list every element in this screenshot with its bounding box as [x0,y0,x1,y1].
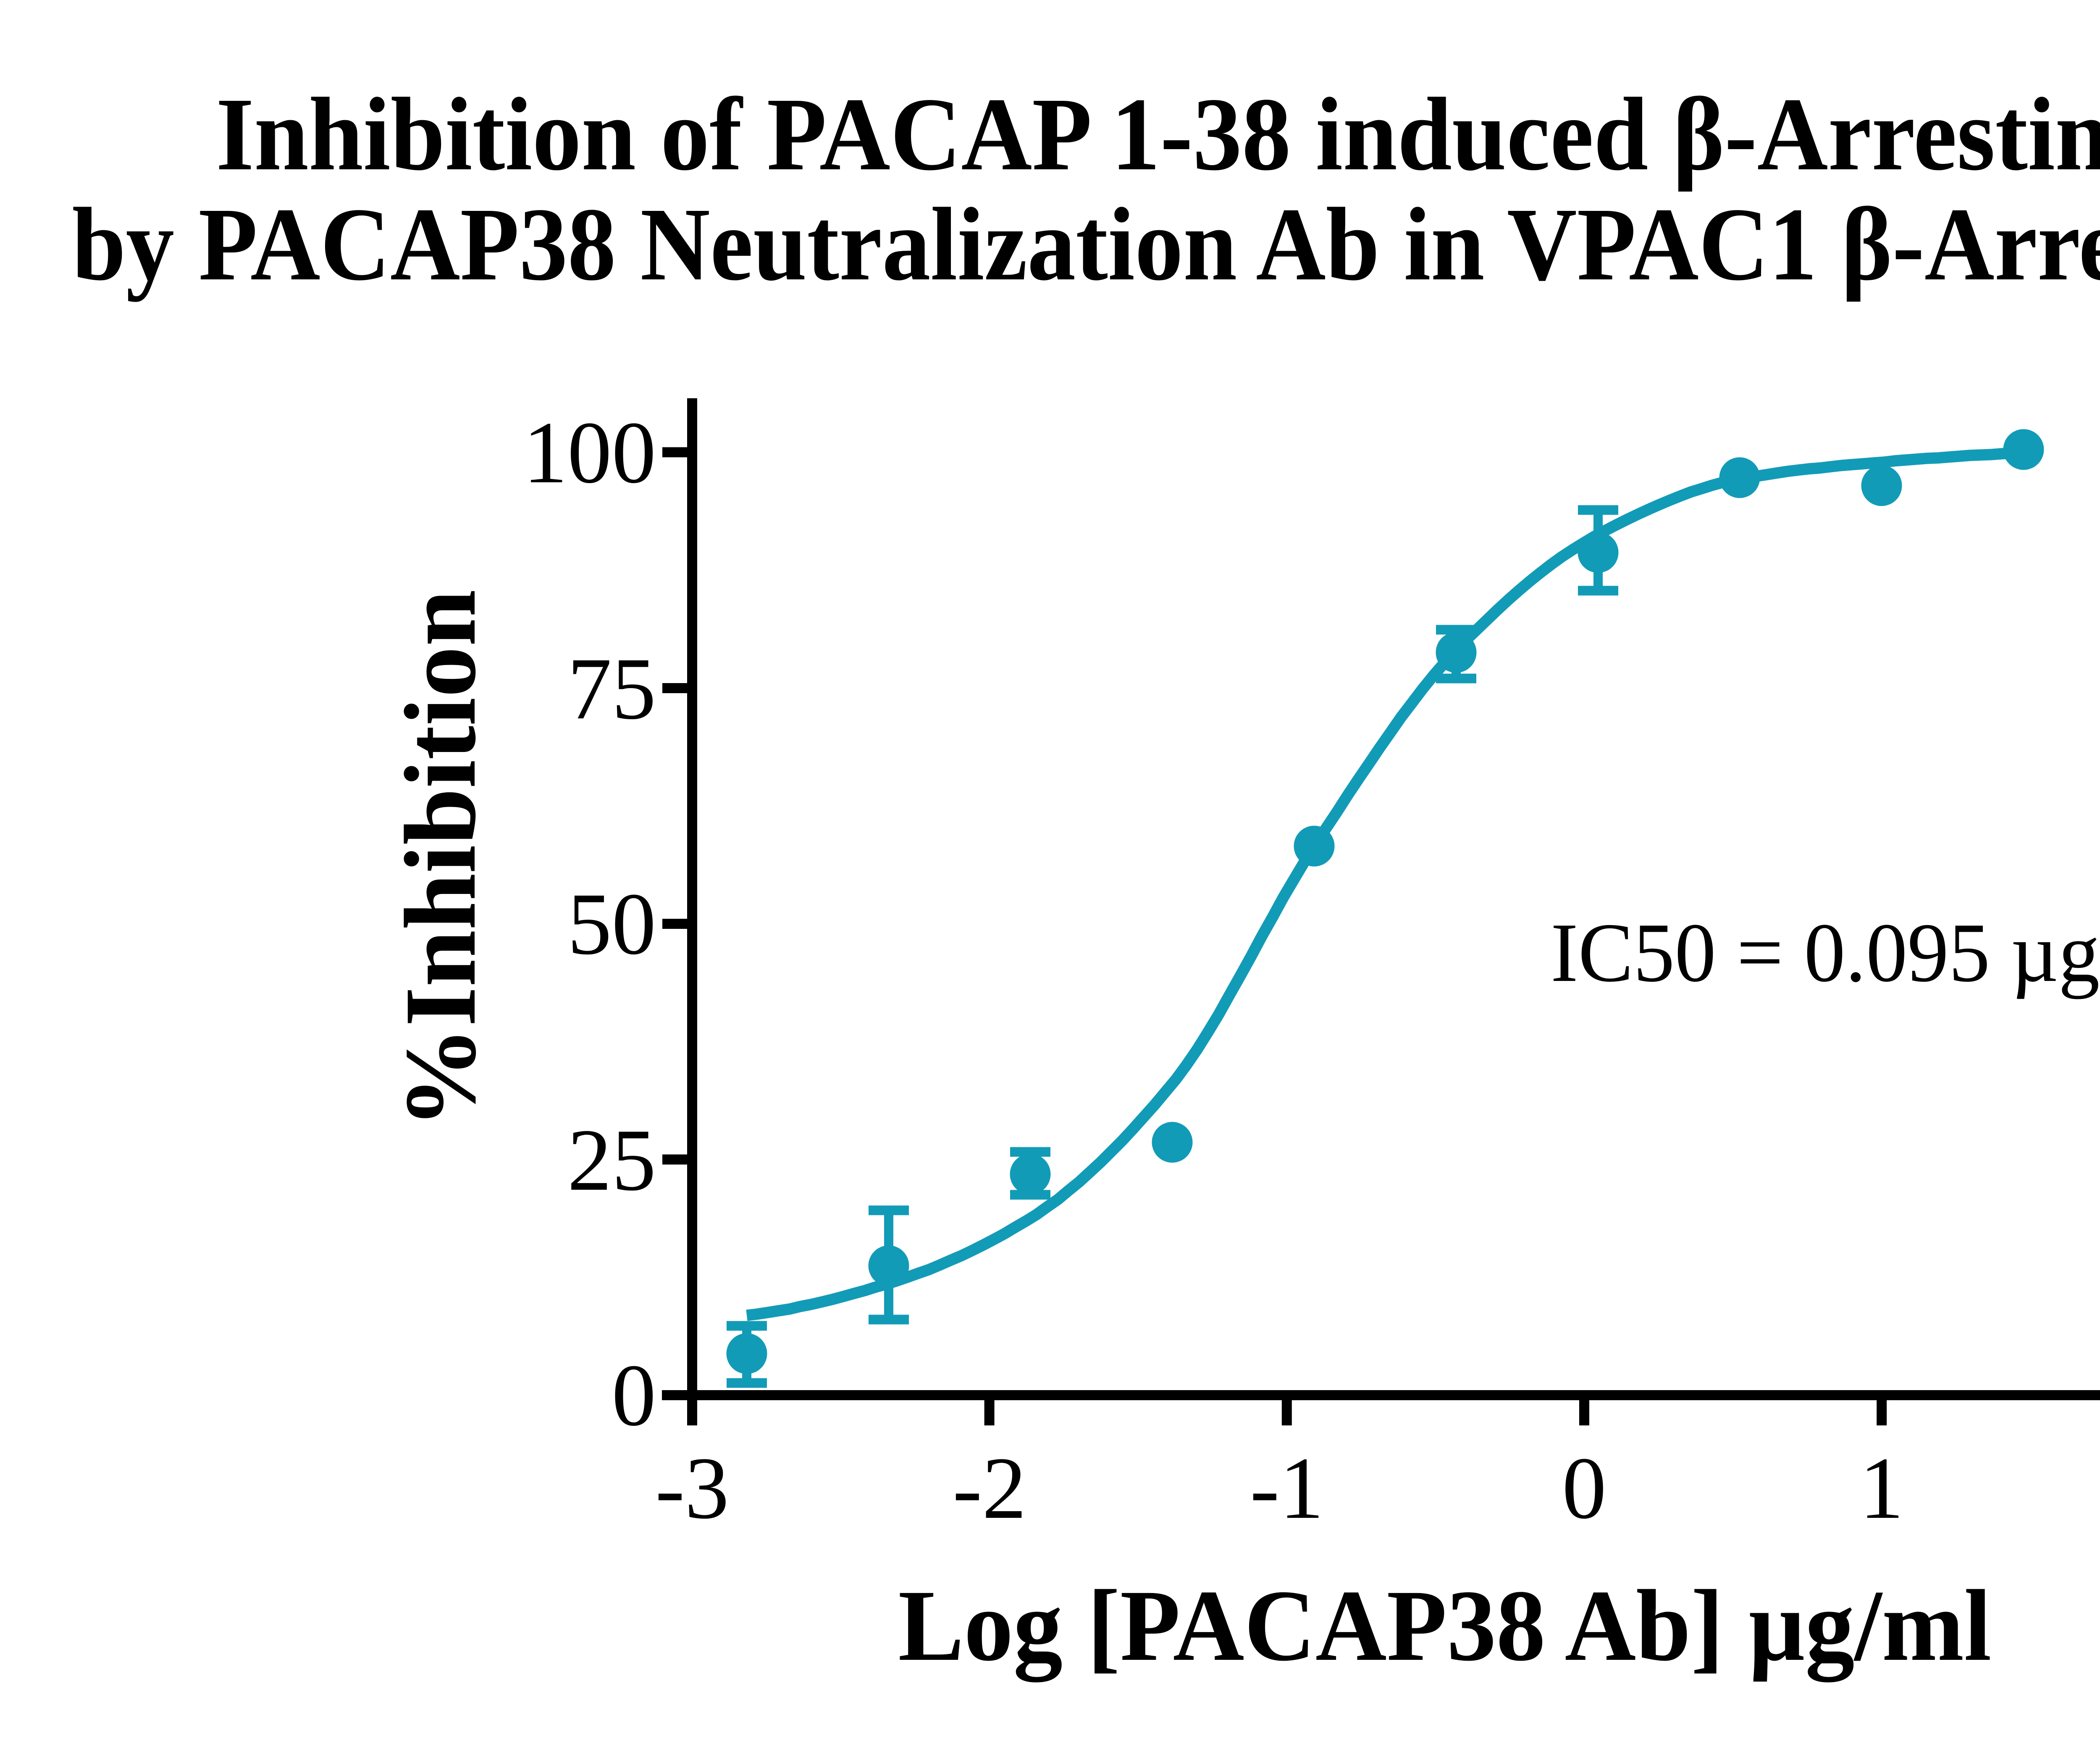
svg-text:IC50 = 0.095 µg/ml: IC50 = 0.095 µg/ml [1551,906,2100,999]
svg-text:Inhibition of PACAP 1-38 induc: Inhibition of PACAP 1-38 induced β-Arres… [216,76,2100,192]
svg-text:-1: -1 [1250,1439,1324,1537]
svg-text:75: 75 [567,639,656,738]
svg-text:50: 50 [567,875,656,973]
svg-text:100: 100 [523,403,656,502]
svg-text:0: 0 [612,1346,656,1444]
svg-text:0: 0 [1562,1439,1606,1537]
svg-text:25: 25 [567,1111,656,1209]
svg-text:1: 1 [1859,1439,1904,1537]
svg-text:-2: -2 [953,1439,1026,1537]
svg-text:Log [PACAP38 Ab] µg/ml: Log [PACAP38 Ab] µg/ml [898,1569,1992,1683]
svg-text:%Inhibition: %Inhibition [383,589,497,1128]
svg-text:-3: -3 [655,1439,729,1537]
svg-text:by PACAP38 Neutralization Ab i: by PACAP38 Neutralization Ab in VPAC1 β-… [72,186,2100,302]
